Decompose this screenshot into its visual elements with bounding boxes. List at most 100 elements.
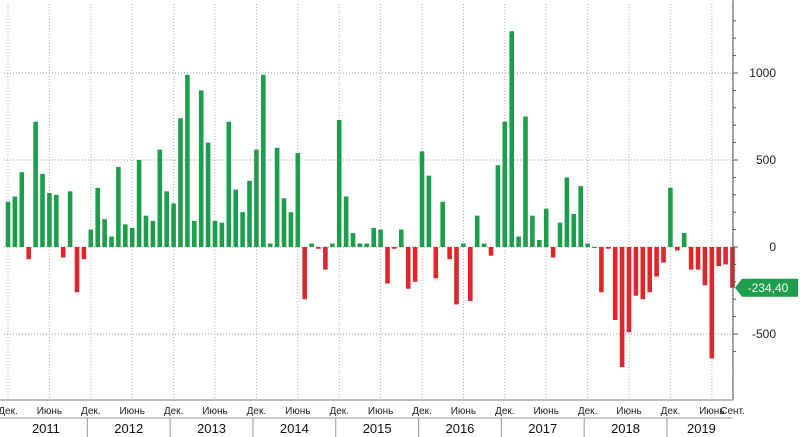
bar [468,247,473,301]
bar [426,175,432,247]
bar [295,153,301,247]
bar [150,220,156,247]
bar [192,220,197,247]
bar [281,198,287,247]
year-label: 2018 [611,421,640,436]
x-tick-label: Июнь [285,406,310,417]
bar [254,149,259,247]
bar [633,247,639,296]
bar [330,243,335,247]
bar [261,74,266,248]
x-tick-label: Дек. [412,406,432,417]
bar [302,247,307,300]
x-tick-label: Дек. [164,406,184,417]
bar [309,243,314,247]
bar [33,121,38,247]
bar [323,247,328,270]
bar [537,240,542,247]
bar [67,191,73,247]
bar [378,229,383,247]
bar [109,236,114,247]
x-tick-label: Июнь [37,406,62,417]
bar [288,212,294,247]
year-label: 2016 [445,421,474,436]
bar [392,247,397,249]
bar [606,247,611,249]
bar [419,151,425,247]
bar [399,229,404,247]
bar [668,187,673,247]
bar [19,172,25,247]
bar [488,247,494,256]
bar [102,219,107,247]
bar [433,247,439,279]
bar [343,196,349,247]
bar [164,191,169,247]
x-tick-label: Июнь [533,406,558,417]
x-tick-label: Дек. [0,406,18,417]
bar [578,186,583,247]
bar [516,236,521,247]
y-tick-label: 500 [756,153,776,167]
bar [47,193,52,247]
bar [502,121,508,247]
year-label: 2017 [528,421,557,436]
bar [385,247,390,284]
bar [640,247,646,300]
bar [619,247,625,368]
bar [599,247,604,293]
bar [440,201,445,247]
bar [143,215,149,247]
bar [116,166,121,247]
bar [267,243,273,247]
x-tick-label: Июнь [616,406,641,417]
bar [5,201,11,247]
bar [626,247,632,333]
bar [585,243,590,247]
bar [723,247,728,265]
bar [364,243,370,247]
bar [592,247,597,248]
bar [247,180,252,247]
year-label: 2013 [197,421,226,436]
bar [688,247,694,270]
bar [661,247,666,263]
bar [557,222,563,247]
x-tick-label: Дек. [247,406,267,417]
bar [74,247,80,293]
bar [509,31,514,247]
bar [226,121,232,247]
bar [405,247,411,289]
bar [654,247,659,277]
bar [219,222,225,247]
bar [157,149,163,247]
x-tick-label: Июнь [368,406,393,417]
last-value-badge [735,278,798,297]
bar [702,247,708,286]
y-tick-label: 0 [769,240,776,254]
bar [454,247,459,305]
bar [675,247,680,251]
last-value-label: -234,40 [748,281,789,295]
bar [274,147,280,247]
y-tick-label: 1000 [749,66,776,80]
bar [647,247,652,293]
bar [12,196,18,247]
bar [571,213,577,247]
bar [371,227,376,247]
bar [530,215,535,247]
bar [185,74,190,248]
bar [60,247,66,258]
x-tick-label: Сент. [720,406,745,417]
bar [350,233,356,247]
bar [212,220,218,247]
bar [550,247,556,258]
bar [171,203,176,247]
bar [136,160,142,247]
bar [336,119,342,247]
x-tick-label: Июнь [202,406,227,417]
bar [205,142,211,247]
x-tick-label: Дек. [578,406,598,417]
year-label: 2015 [363,421,392,436]
